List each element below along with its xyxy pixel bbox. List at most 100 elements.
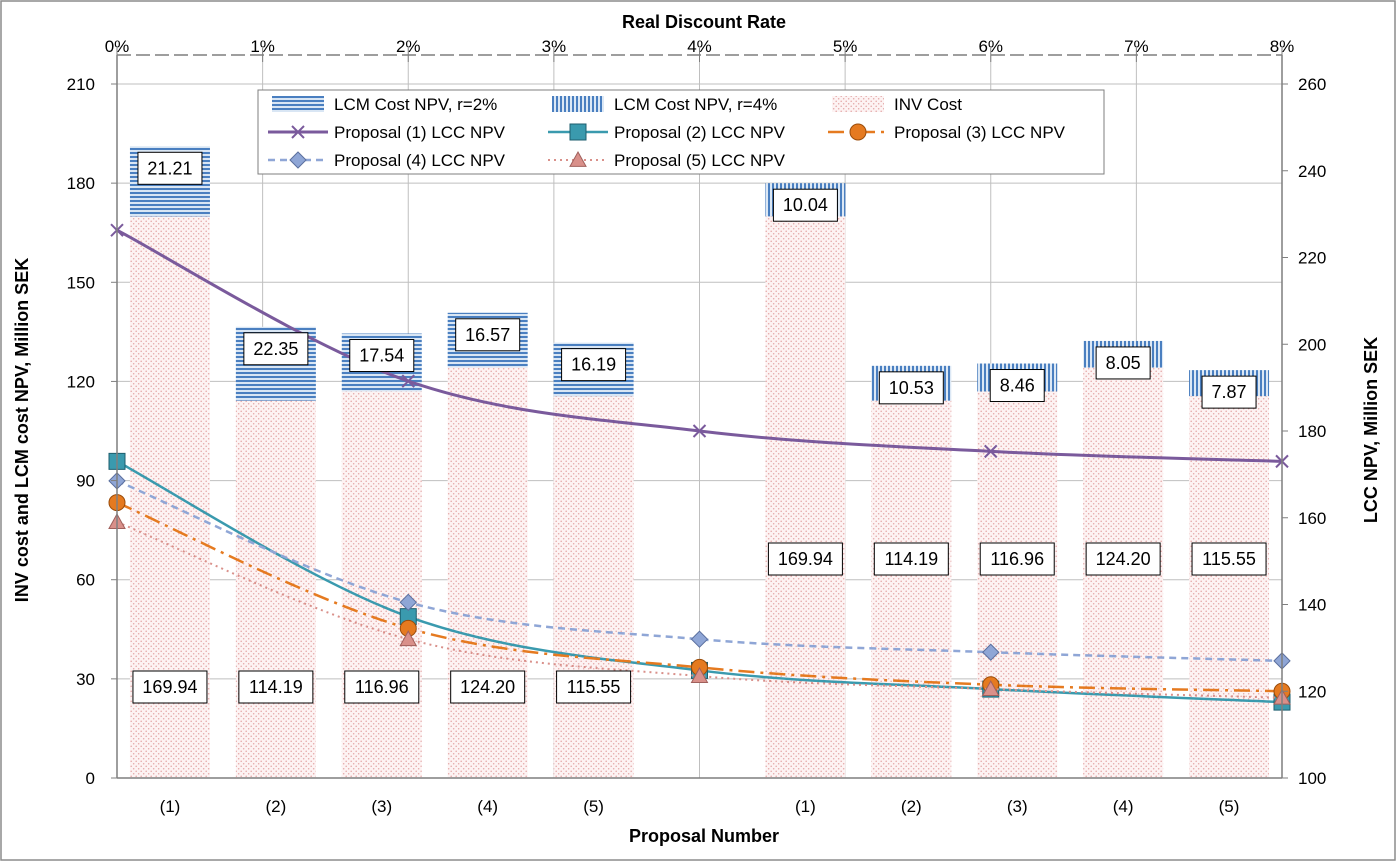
left-tick-label: 0 xyxy=(86,769,95,788)
series-point xyxy=(981,680,1000,696)
legend-entry: INV Cost xyxy=(894,95,962,114)
series-point xyxy=(690,630,709,648)
legend-entry: LCM Cost NPV, r=2% xyxy=(334,95,497,114)
left-tick-label: 90 xyxy=(76,472,95,491)
data-label-inv: 169.94 xyxy=(778,549,833,569)
data-label-box xyxy=(561,348,627,382)
bar-inv-cost xyxy=(341,391,422,778)
data-label-lcm: 8.05 xyxy=(1106,353,1141,373)
category-label: (4) xyxy=(477,797,498,816)
legend-entry: Proposal (2) LCC NPV xyxy=(614,123,786,142)
left-tick-label: 60 xyxy=(76,571,95,590)
data-label-box xyxy=(1191,542,1267,576)
legend-entry: LCM Cost NPV, r=4% xyxy=(614,95,777,114)
data-label-inv: 114.19 xyxy=(884,549,938,569)
data-label-lcm: 16.57 xyxy=(465,325,510,345)
top-tick-label: 5% xyxy=(833,37,858,56)
data-label-box xyxy=(767,542,843,576)
bar-inv-cost xyxy=(235,400,316,778)
bar-inv-cost xyxy=(447,367,528,778)
right-tick-label: 220 xyxy=(1298,249,1326,268)
series-point xyxy=(984,444,998,459)
legend-entry: Proposal (4) LCC NPV xyxy=(334,151,506,170)
data-label-box xyxy=(1085,542,1161,576)
top-tick-label: 4% xyxy=(687,37,712,56)
category-label: (2) xyxy=(265,797,286,816)
category-label: (2) xyxy=(901,797,922,816)
top-tick-label: 7% xyxy=(1124,37,1149,56)
data-label-box xyxy=(1201,375,1257,409)
right-tick-label: 160 xyxy=(1298,509,1326,528)
right-tick-label: 200 xyxy=(1298,335,1326,354)
right-tick-label: 260 xyxy=(1298,75,1326,94)
legend-entry: Proposal (5) LCC NPV xyxy=(614,151,786,170)
legend-marker xyxy=(569,150,587,167)
data-label-box xyxy=(238,670,314,704)
data-label-box xyxy=(878,371,944,405)
category-label: (5) xyxy=(583,797,604,816)
top-axis-title: Real Discount Rate xyxy=(622,12,786,32)
legend-marker xyxy=(849,123,867,141)
data-label-inv: 115.55 xyxy=(1202,549,1256,569)
data-label-lcm: 16.19 xyxy=(571,355,616,375)
legend-swatch xyxy=(552,96,604,112)
top-tick-label: 3% xyxy=(542,37,567,56)
top-tick-label: 8% xyxy=(1270,37,1295,56)
category-label: (3) xyxy=(371,797,392,816)
series-point xyxy=(982,643,1000,661)
data-label-box xyxy=(344,670,420,704)
right-tick-label: 240 xyxy=(1298,162,1326,181)
data-label-box xyxy=(989,369,1045,403)
legend-marker xyxy=(291,125,305,139)
data-label-box xyxy=(132,670,208,704)
series-point xyxy=(692,424,707,438)
legend: LCM Cost NPV, r=2% LCM Cost NPV, r=4% INV … xyxy=(257,89,1105,175)
left-axis-title: INV cost and LCM cost NPV, Million SEK xyxy=(12,258,32,602)
legend-entry: Proposal (3) LCC NPV xyxy=(894,123,1066,142)
left-tick-label: 150 xyxy=(67,273,95,292)
legend-entry: Proposal (1) LCC NPV xyxy=(334,123,506,142)
data-label-lcm: 21.21 xyxy=(147,158,192,178)
right-tick-label: 120 xyxy=(1298,682,1326,701)
legend-marker xyxy=(289,151,307,169)
data-label-inv: 124.20 xyxy=(1096,549,1151,569)
category-label: (5) xyxy=(1219,797,1240,816)
data-label-inv: 116.96 xyxy=(990,549,1044,569)
data-label-inv: 114.19 xyxy=(249,677,303,697)
bar-inv-cost xyxy=(553,396,634,778)
right-tick-label: 140 xyxy=(1298,596,1326,615)
left-tick-label: 210 xyxy=(67,75,95,94)
bottom-axis-title: Proposal Number xyxy=(629,826,779,846)
data-label-lcm: 10.04 xyxy=(783,195,828,215)
top-tick-label: 2% xyxy=(396,37,421,56)
data-label-inv: 169.94 xyxy=(142,677,197,697)
legend-swatch xyxy=(832,96,884,112)
legend-marker xyxy=(569,123,587,141)
right-axis-title: LCC NPV, Million SEK xyxy=(1361,337,1381,523)
bar-inv-cost xyxy=(871,400,952,778)
series-point xyxy=(399,593,417,612)
data-label-lcm: 10.53 xyxy=(889,378,934,398)
data-label-box xyxy=(450,670,526,704)
category-label: (4) xyxy=(1113,797,1134,816)
series-point xyxy=(399,630,418,647)
data-label-lcm: 7.87 xyxy=(1212,382,1247,402)
bar-inv-cost xyxy=(977,391,1058,778)
data-label-lcm: 17.54 xyxy=(359,346,404,366)
data-label-inv: 115.55 xyxy=(567,677,621,697)
bar-inv-cost xyxy=(1189,396,1270,778)
top-tick-label: 6% xyxy=(978,37,1003,56)
line-series xyxy=(116,479,1283,663)
bar-inv-cost xyxy=(765,216,846,778)
data-label-box xyxy=(1095,346,1151,380)
left-tick-label: 180 xyxy=(67,174,95,193)
data-label-box xyxy=(772,188,838,222)
labels-layer: 21.21 169.94 22.35 114.19 17.54 116.96 16.57 12… xyxy=(132,151,1267,704)
legend-box xyxy=(257,89,1105,175)
right-tick-label: 100 xyxy=(1298,769,1326,788)
data-label-box xyxy=(979,542,1055,576)
series-point xyxy=(401,374,415,388)
category-label: (1) xyxy=(160,797,181,816)
